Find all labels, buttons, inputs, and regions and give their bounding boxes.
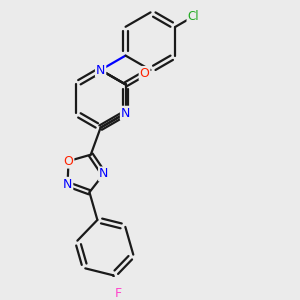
Text: N: N (63, 178, 72, 191)
Text: N: N (121, 107, 130, 120)
Text: O: O (140, 67, 149, 80)
Text: Cl: Cl (188, 10, 199, 23)
Text: F: F (115, 287, 122, 300)
Text: O: O (64, 154, 74, 168)
Text: N: N (96, 64, 105, 76)
Text: N: N (99, 167, 108, 180)
